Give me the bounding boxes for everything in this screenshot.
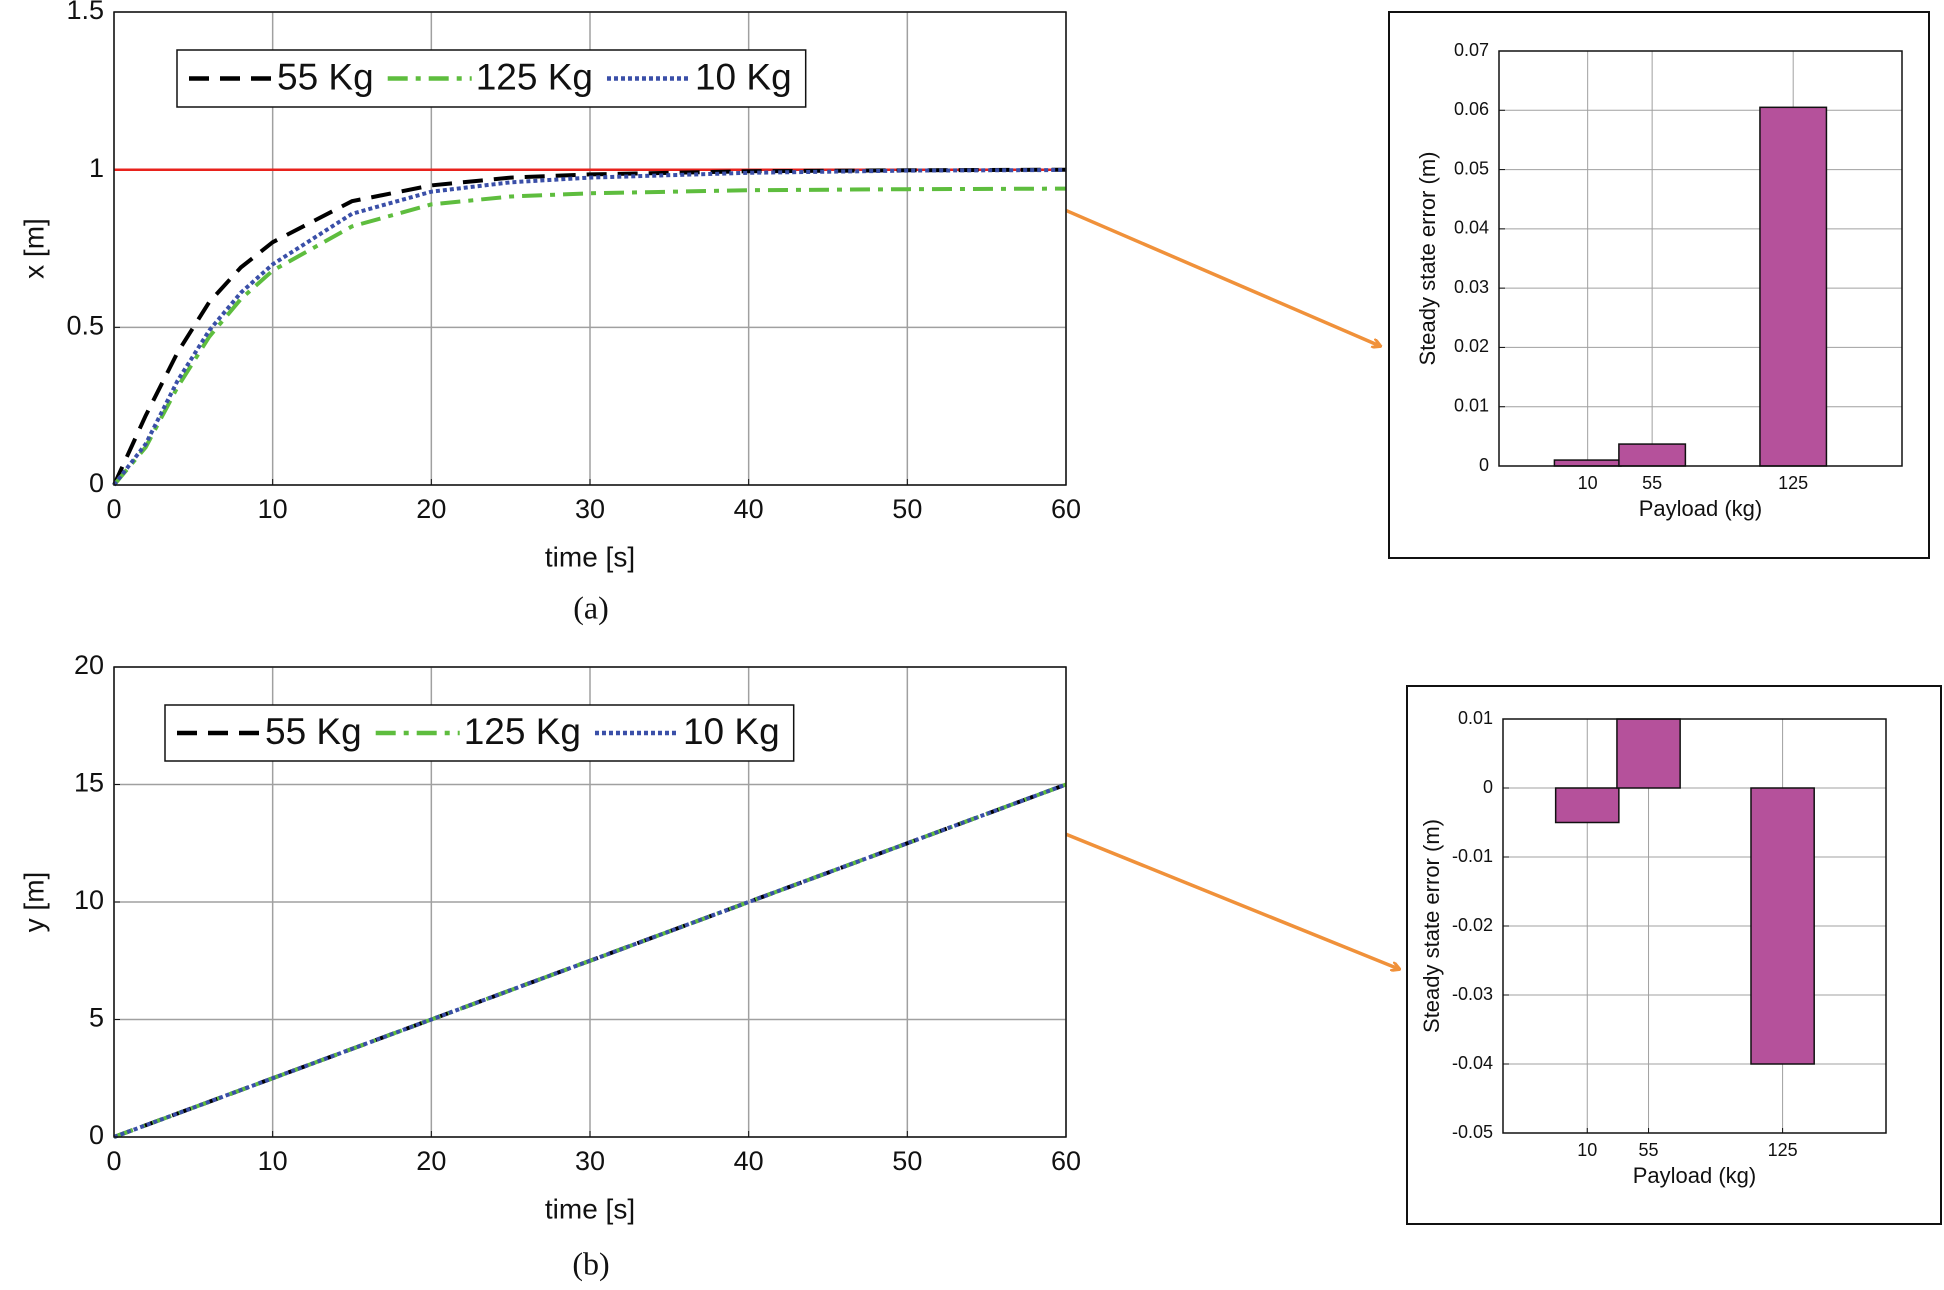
inset-frame (1406, 685, 1942, 1225)
y-tick-label: 10 (74, 885, 104, 915)
x-tick-label: 50 (892, 494, 922, 524)
series-line (112, 186, 1067, 487)
x-tick-label: 50 (892, 1146, 922, 1176)
y-tick-label: 15 (74, 768, 104, 798)
y-tick-label: -0.03 (1452, 984, 1493, 1004)
legend-label: 55 Kg (277, 56, 374, 97)
x-tick-label: 0 (106, 1146, 121, 1176)
bar (1750, 787, 1815, 1065)
y-tick-label: 0.5 (66, 310, 104, 340)
bar (1616, 718, 1681, 789)
x-tick-label: 0 (106, 494, 121, 524)
y-tick-label: 0.03 (1454, 277, 1489, 297)
plot-frame (113, 666, 1067, 1138)
bar (1553, 459, 1622, 467)
y-tick-label: 0 (89, 1120, 104, 1150)
legend-label: 55 Kg (265, 711, 362, 752)
chart: 0 0.01 0.02 0.03 0.04 0.05 0.06 0.07 10 55 125 Payl… (1415, 40, 1903, 521)
y-tick-label: -0.02 (1452, 915, 1493, 935)
zoom-arrow (1013, 186, 1380, 346)
legend-box (176, 49, 807, 108)
x-tick-label: 30 (575, 494, 605, 524)
x-tick-label: 55 (1639, 1140, 1659, 1160)
y-axis-label: Steady state error (m) (1415, 152, 1440, 366)
series-line (112, 167, 1067, 486)
chart: 0 5 10 15 20 0 10 20 30 40 50 60 55 Kg 125 Kg 10 Kg (b)… (18, 650, 1081, 1281)
y-tick-label: 1 (89, 153, 104, 183)
x-tick-label: 125 (1768, 1140, 1798, 1160)
y-tick-label: 0 (1483, 777, 1493, 797)
inset-frame (1388, 11, 1930, 559)
caption: (b) (572, 1245, 609, 1281)
x-tick-label: 10 (258, 1146, 288, 1176)
plot-frame (1498, 50, 1903, 467)
y-axis-label: Steady state error (m) (1419, 819, 1444, 1033)
plot-frame (1502, 718, 1887, 1134)
x-tick-label: 60 (1051, 494, 1081, 524)
y-tick-label: 20 (74, 650, 104, 680)
bar (1554, 787, 1620, 824)
y-tick-label: -0.05 (1452, 1122, 1493, 1142)
x-tick-label: 20 (416, 494, 446, 524)
x-tick-label: 40 (734, 1146, 764, 1176)
x-tick-label: 30 (575, 1146, 605, 1176)
y-tick-label: 0 (1479, 455, 1489, 475)
x-tick-label: 10 (1577, 1140, 1597, 1160)
y-tick-label: 1.5 (66, 0, 104, 25)
x-tick-label: 55 (1642, 473, 1662, 493)
bar (1759, 106, 1828, 467)
x-axis-label: time [s] (545, 541, 635, 572)
y-tick-label: 0.06 (1454, 99, 1489, 119)
y-axis-label: x [m] (18, 218, 49, 279)
x-tick-label: 10 (1578, 473, 1598, 493)
plot-area (1499, 51, 1902, 466)
x-axis-label: time [s] (545, 1193, 635, 1224)
caption: (a) (573, 589, 609, 625)
legend-label: 125 Kg (464, 711, 581, 752)
y-tick-label: 0 (89, 468, 104, 498)
x-tick-label: 10 (258, 494, 288, 524)
series-line (112, 168, 1067, 487)
plot-frame (113, 11, 1067, 486)
legend-label: 10 Kg (695, 56, 792, 97)
y-tick-label: 0.05 (1454, 158, 1489, 178)
chart: 0 0.5 1 1.5 0 10 20 30 40 50 60 55 Kg 125 Kg 10 Kg (a)… (18, 0, 1081, 625)
legend-label: 125 Kg (476, 56, 593, 97)
y-tick-label: 5 (89, 1003, 104, 1033)
y-tick-label: -0.04 (1452, 1053, 1493, 1073)
bar (1618, 443, 1687, 467)
x-axis-label: Payload (kg) (1639, 496, 1763, 521)
chart: -0.05 -0.04 -0.03 -0.02 -0.01 0 0.01 10 55 125 Pay… (1419, 708, 1887, 1188)
x-axis-label: Payload (kg) (1633, 1163, 1757, 1188)
legend-label: 10 Kg (683, 711, 780, 752)
y-axis-label: y [m] (18, 872, 49, 933)
y-tick-label: 0.04 (1454, 218, 1489, 238)
y-tick-label: 0.02 (1454, 336, 1489, 356)
y-tick-label: 0.01 (1454, 395, 1489, 415)
series-line (113, 782, 1067, 1139)
zoom-arrow (1010, 810, 1399, 969)
x-tick-label: 60 (1051, 1146, 1081, 1176)
x-tick-label: 125 (1778, 473, 1808, 493)
x-tick-label: 40 (734, 494, 764, 524)
legend-box (164, 704, 795, 762)
y-tick-label: 0.01 (1458, 708, 1493, 728)
y-tick-label: -0.01 (1452, 846, 1493, 866)
y-tick-label: 0.07 (1454, 40, 1489, 60)
x-tick-label: 20 (416, 1146, 446, 1176)
